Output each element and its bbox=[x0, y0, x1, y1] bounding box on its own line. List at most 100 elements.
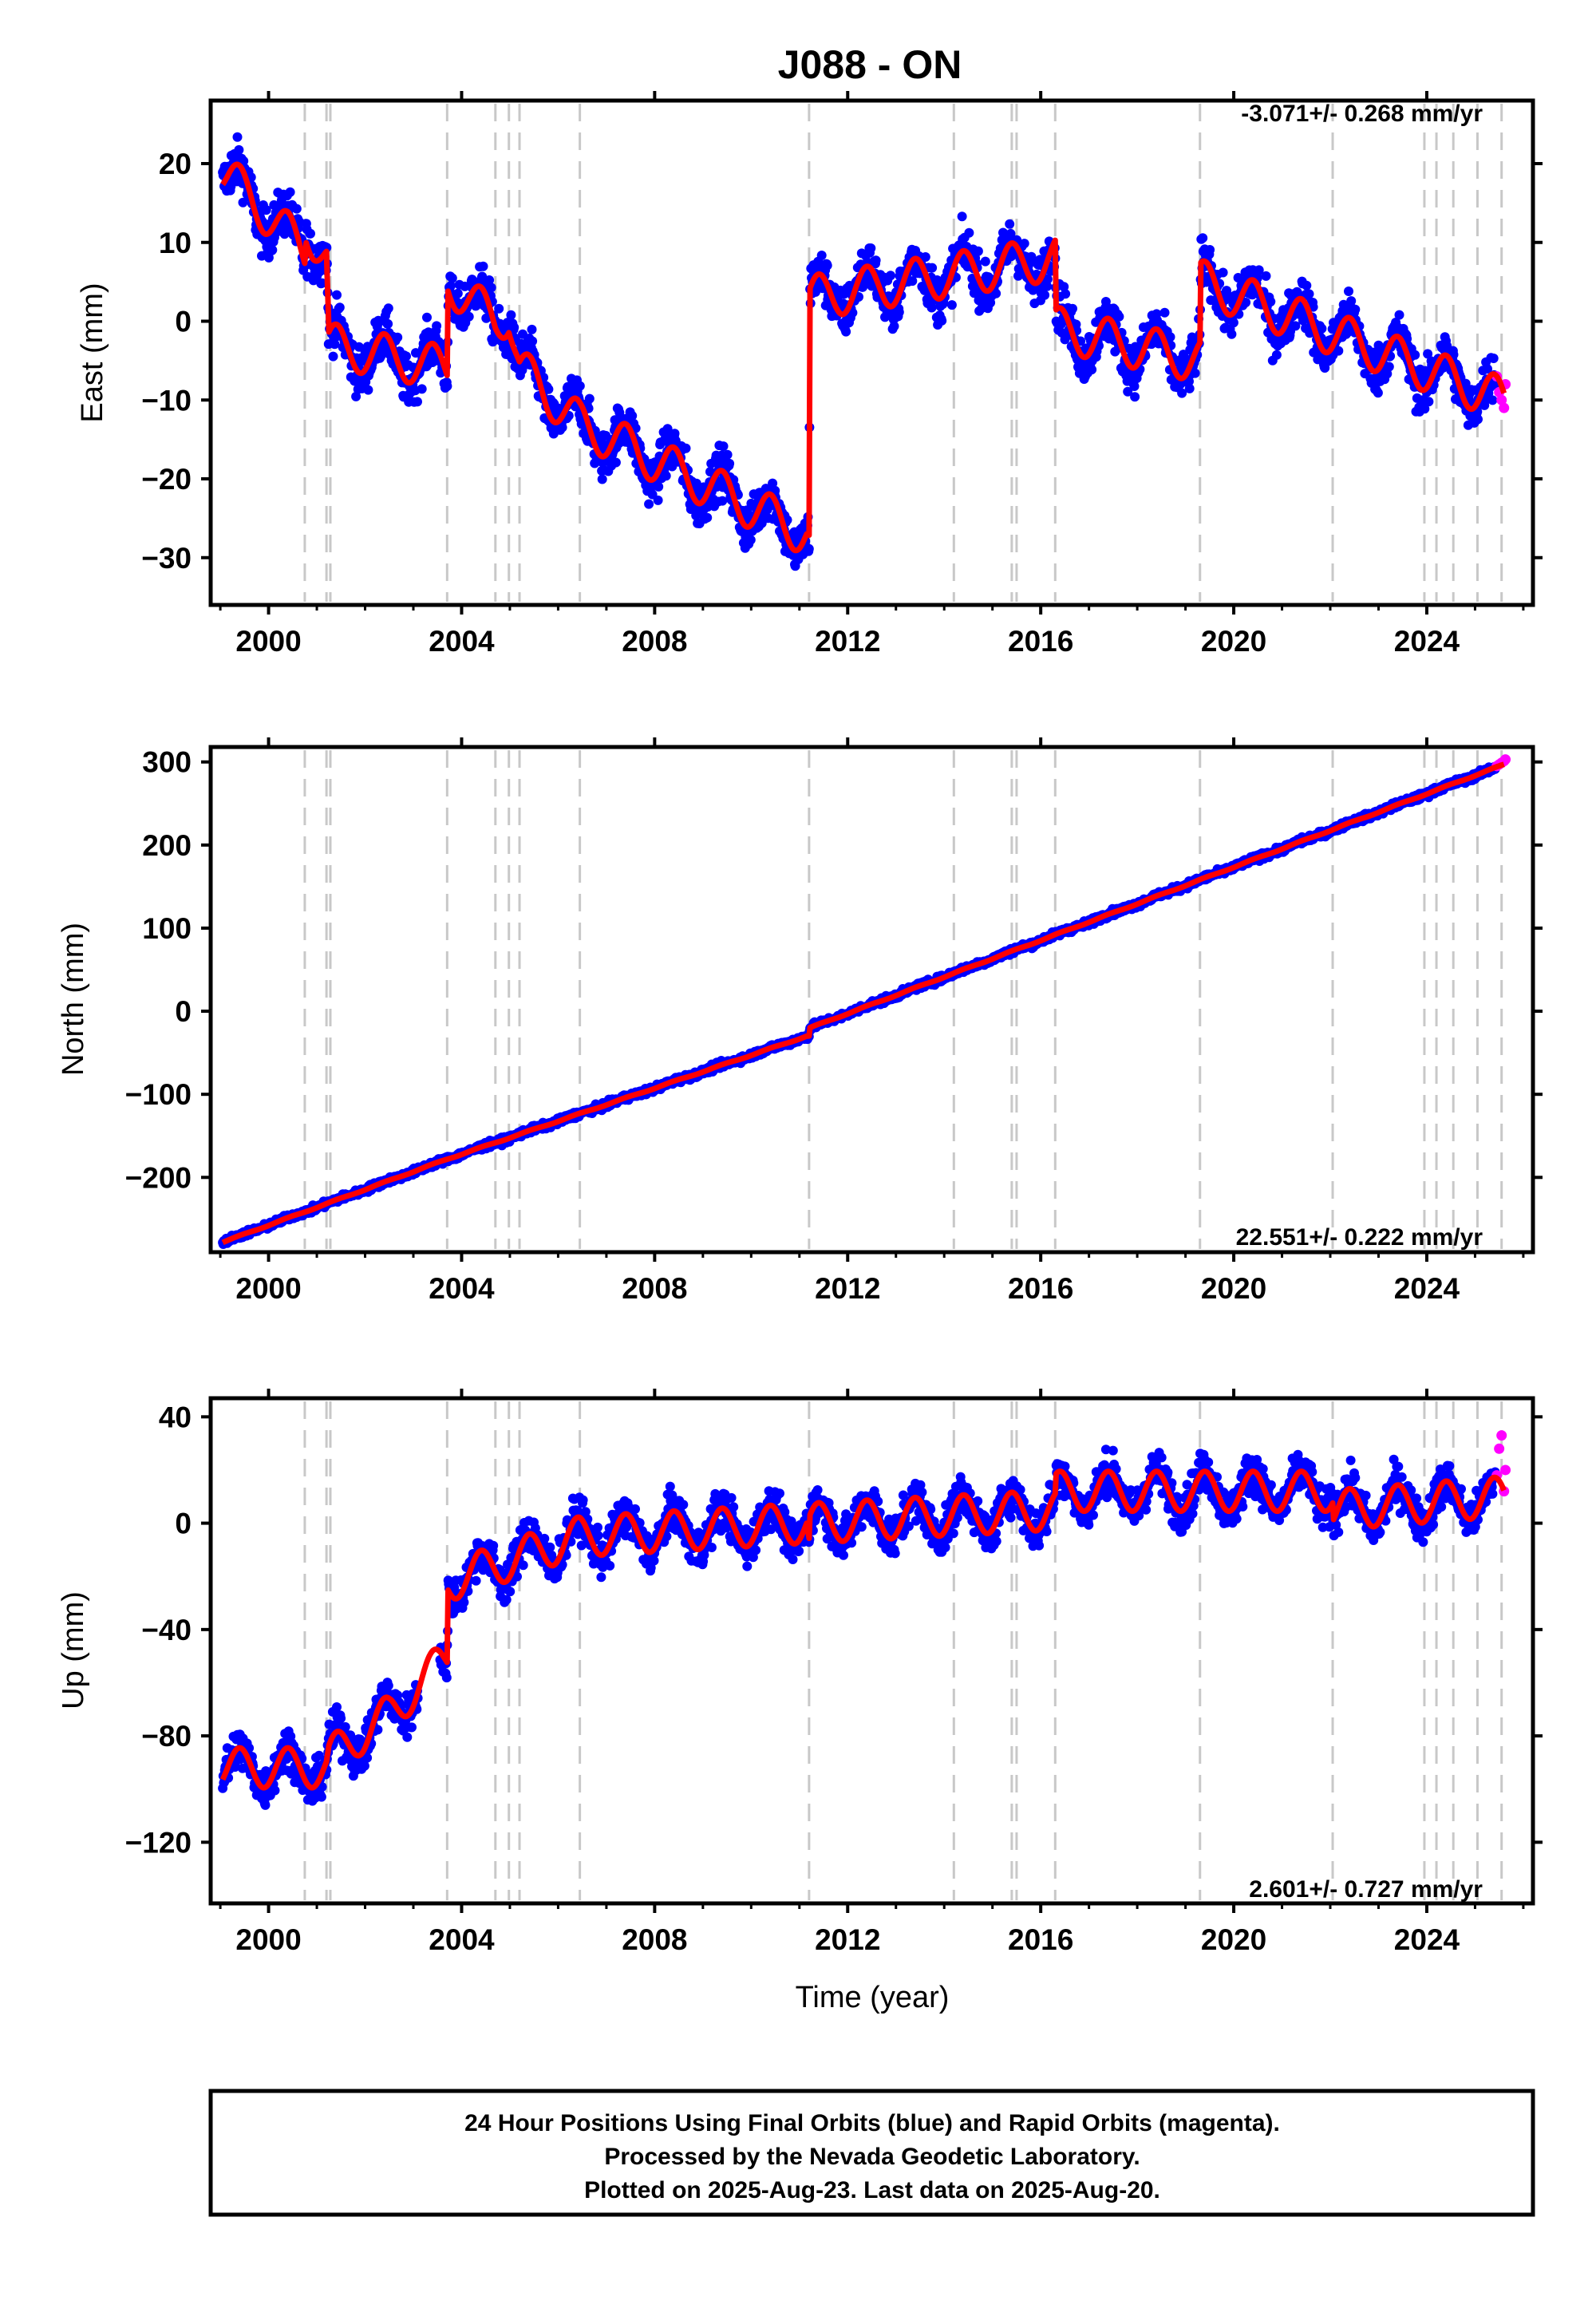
east-final-point bbox=[306, 228, 315, 239]
east-final-point bbox=[811, 287, 820, 297]
east-final-point bbox=[238, 197, 248, 207]
east-final-point bbox=[494, 303, 504, 314]
east-final-point bbox=[263, 252, 274, 263]
east-final-point bbox=[627, 411, 638, 421]
east-final-point bbox=[670, 429, 680, 439]
east-xtick-label: 2016 bbox=[1008, 625, 1073, 658]
east-final-point bbox=[285, 187, 295, 197]
chart-title: J088 - ON bbox=[778, 42, 962, 87]
east-final-point bbox=[1087, 365, 1097, 375]
east-final-point bbox=[661, 471, 671, 481]
east-final-point bbox=[1373, 388, 1383, 398]
east-final-point bbox=[509, 322, 519, 333]
east-final-point bbox=[413, 397, 422, 407]
east-final-point bbox=[432, 321, 442, 331]
east-final-point bbox=[702, 512, 713, 523]
east-final-point bbox=[261, 205, 271, 215]
east-final-point bbox=[464, 311, 474, 322]
east-ytick-label: −10 bbox=[141, 384, 192, 417]
east-final-point bbox=[1061, 289, 1071, 299]
east-final-point bbox=[1005, 219, 1015, 229]
east-final-point bbox=[946, 300, 957, 310]
east-final-point bbox=[1190, 368, 1200, 378]
east-final-point bbox=[527, 336, 538, 346]
east-final-orbit-points bbox=[218, 132, 1500, 571]
east-rate-label: -3.071+/- 0.268 mm/yr bbox=[1241, 101, 1483, 127]
east-final-point bbox=[330, 339, 340, 350]
east-final-point bbox=[267, 245, 278, 255]
east-final-point bbox=[584, 393, 595, 404]
east-final-point bbox=[937, 315, 947, 326]
east-final-point bbox=[1040, 290, 1050, 300]
east-final-point bbox=[1114, 311, 1124, 322]
east-final-point bbox=[452, 288, 463, 298]
east-final-point bbox=[610, 457, 621, 468]
east-final-point bbox=[234, 144, 244, 155]
east-final-point bbox=[725, 458, 735, 468]
east-final-point bbox=[506, 310, 516, 320]
east-final-point bbox=[447, 273, 457, 283]
east-rapid-point-3 bbox=[1499, 402, 1510, 413]
east-ytick-label: −20 bbox=[141, 463, 192, 496]
east-final-point bbox=[804, 543, 814, 554]
east-final-point bbox=[1130, 392, 1140, 402]
east-final-point bbox=[980, 256, 990, 267]
east-final-point bbox=[351, 391, 361, 401]
east-final-point bbox=[445, 281, 456, 291]
east-final-point bbox=[644, 499, 654, 509]
east-final-point bbox=[1350, 304, 1361, 314]
east-final-point bbox=[484, 275, 495, 285]
east-final-point bbox=[517, 365, 527, 375]
east-xtick-label: 2020 bbox=[1201, 625, 1266, 658]
east-final-point bbox=[1205, 245, 1215, 255]
east-final-point bbox=[1410, 350, 1420, 360]
east-final-point bbox=[1261, 271, 1271, 281]
east-final-point bbox=[1302, 280, 1312, 290]
east-final-point bbox=[601, 430, 611, 441]
east-final-point bbox=[417, 384, 427, 394]
east-final-point bbox=[1184, 383, 1195, 393]
east-final-point bbox=[886, 271, 895, 281]
east-final-point bbox=[1068, 303, 1077, 314]
east-final-point bbox=[575, 381, 585, 391]
east-xtick-label: 2004 bbox=[429, 625, 495, 658]
east-final-point bbox=[816, 251, 827, 260]
east-final-point bbox=[478, 261, 488, 271]
east-final-point bbox=[927, 263, 938, 273]
east-final-point bbox=[894, 307, 904, 318]
east-final-point bbox=[1228, 318, 1238, 328]
east-final-point bbox=[363, 385, 373, 395]
east-final-point bbox=[653, 495, 663, 505]
east-ytick-label: −30 bbox=[141, 542, 192, 575]
east-final-point bbox=[1198, 233, 1208, 243]
east-final-point bbox=[841, 326, 851, 337]
east-final-point bbox=[722, 449, 733, 460]
east-final-point bbox=[768, 478, 778, 488]
east-final-point bbox=[383, 318, 393, 329]
east-final-point bbox=[1218, 267, 1228, 278]
east-final-point bbox=[654, 481, 664, 492]
east-final-point bbox=[332, 290, 342, 300]
east-final-point bbox=[393, 332, 403, 342]
east-final-point bbox=[1271, 350, 1282, 360]
east-final-point bbox=[1227, 329, 1237, 339]
east-final-point bbox=[232, 132, 243, 142]
east-final-point bbox=[718, 441, 729, 452]
east-final-point bbox=[973, 246, 983, 256]
east-final-point bbox=[1304, 289, 1314, 299]
east-final-point bbox=[926, 302, 937, 313]
east-final-point bbox=[1424, 397, 1434, 407]
east-final-point bbox=[957, 211, 967, 222]
east-final-point bbox=[422, 312, 432, 322]
east-final-point bbox=[543, 384, 554, 394]
east-final-point bbox=[328, 351, 338, 362]
east-final-point bbox=[1317, 323, 1327, 334]
east-final-point bbox=[291, 204, 302, 214]
east-final-point bbox=[1159, 307, 1170, 318]
east-final-point bbox=[334, 302, 345, 313]
east-final-point bbox=[1487, 395, 1498, 405]
east-final-point bbox=[681, 443, 691, 453]
east-final-point bbox=[401, 351, 411, 362]
